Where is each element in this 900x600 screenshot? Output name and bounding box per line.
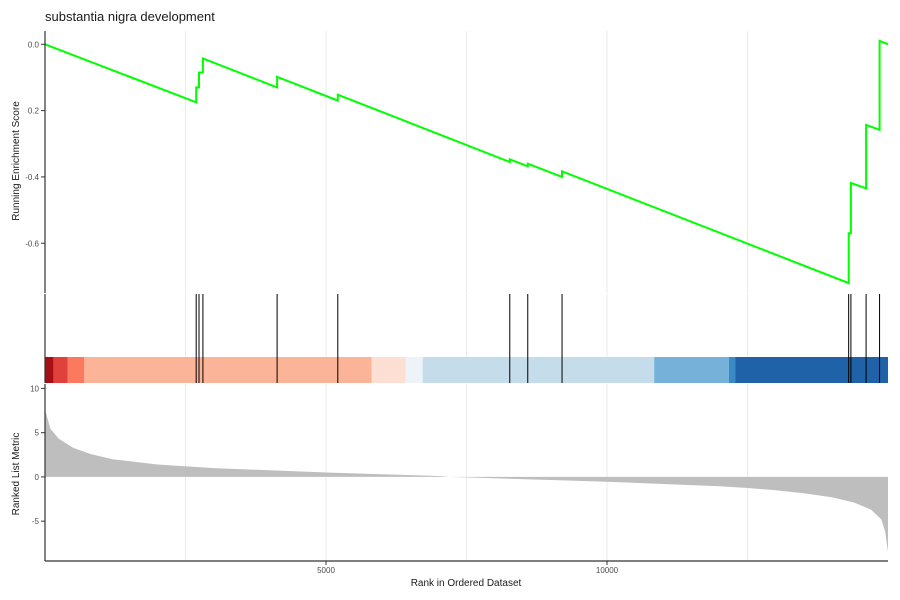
color-bar-segment xyxy=(45,357,54,383)
color-bar-segment xyxy=(53,357,68,383)
color-bar-segment xyxy=(405,357,423,383)
running-score-line xyxy=(44,39,889,285)
gene-hits-panel xyxy=(44,294,888,383)
chart-title: substantia nigra development xyxy=(45,9,215,24)
y-tick-label: 0.0 xyxy=(28,40,40,49)
y-tick-label: 0.2 xyxy=(28,107,40,116)
x-tick-label: 10000 xyxy=(596,566,619,575)
color-bar-segment xyxy=(371,357,406,383)
y-tick-label: 5 xyxy=(35,429,40,438)
ranked-metric-area xyxy=(45,409,888,553)
color-bar-segment xyxy=(728,357,736,383)
y-axis-label-running-score: Running Enrichment Score xyxy=(11,101,22,221)
color-bar-segment xyxy=(67,357,85,383)
x-tick-label: 5000 xyxy=(317,566,335,575)
y-tick-label: 10 xyxy=(30,384,39,393)
x-axis-label: Rank in Ordered Dataset xyxy=(411,578,522,589)
y-tick-label: 0 xyxy=(35,473,40,482)
color-bar-segment xyxy=(654,357,729,383)
ranked-metric-panel: 10 5 0 -5 5000 10000 xyxy=(30,384,888,575)
y-tick-label: -0.6 xyxy=(25,239,39,248)
y-axis-label-ranked-metric: Ranked List Metric xyxy=(11,433,22,516)
color-bar-segment xyxy=(422,357,655,383)
running-score-panel: 0.0 0.2 -0.4 -0.6 xyxy=(25,31,889,293)
y-tick-label: -5 xyxy=(32,517,40,526)
y-tick-label: -0.4 xyxy=(25,173,39,182)
color-bar-segment xyxy=(84,357,372,383)
color-bar-segment xyxy=(735,357,888,383)
